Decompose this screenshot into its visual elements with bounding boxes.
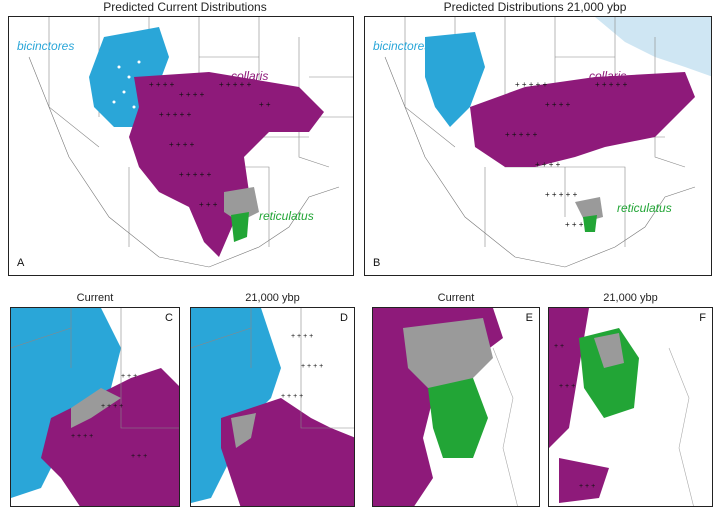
svg-text:+ + +: + + + [131,453,147,460]
label-collaris-b: collaris [589,69,627,83]
svg-text:+ + + +: + + + + [545,100,571,109]
range-reticulatus [583,215,597,232]
map-e-svg [373,308,518,506]
panel-label-b: B [373,257,381,269]
label-reticulatus-b: reticulatus [617,201,672,215]
svg-text:+ +: + + [554,343,564,350]
map-c-svg: + + + + + + + + + + + + + + [11,308,179,506]
svg-text:+ + + +: + + + + [179,90,205,99]
range-collaris [470,72,695,167]
svg-text:+ + + +: + + + + [71,433,93,440]
svg-text:+ + +: + + + [199,200,218,209]
svg-text:+ + + + +: + + + + + [515,80,548,89]
panel-label-c: C [165,312,173,324]
range-overlap [231,413,256,448]
range-reticulatus [579,328,639,418]
svg-text:+ + + + +: + + + + + [219,80,252,89]
svg-text:+ + + +: + + + + [101,403,123,410]
panel-label-a: A [17,257,25,269]
occurrence-points: + + + + + + + + + + + + + + + + + + + + + … [505,80,628,229]
map-panel-e: E [372,307,540,507]
map-d-svg: + + + + + + + + + + + + [191,308,354,506]
occurrence-points: + + + + + + + + + + + + [281,333,323,400]
panel-label-f: F [699,312,706,324]
occurrence-points: + + + + + + + + + + + + + + + + + + + + + … [149,80,271,209]
title-e: Current [437,292,475,304]
map-panel-d: + + + + + + + + + + + + D [190,307,355,507]
svg-text:+ + + + +: + + + + + [505,130,538,139]
svg-text:+ + + + +: + + + + + [545,190,578,199]
range-overlap [224,187,259,222]
range-overlap [594,333,624,368]
svg-text:+ + + +: + + + + [149,80,175,89]
map-f-svg: + + + + + + + + [549,308,694,506]
label-bicinctores-b: bicinctores [373,39,431,53]
map-panel-c: + + + + + + + + + + + + + + C [10,307,180,507]
svg-text:+ + +: + + + [565,220,584,229]
range-collaris [129,72,324,257]
title-d: 21,000 ybp [245,292,300,304]
label-bicinctores-a: bicinctores [17,39,75,53]
svg-text:+ + + +: + + + + [535,160,561,169]
svg-text:+ + + + +: + + + + + [179,170,212,179]
svg-text:+ + + + +: + + + + + [159,110,192,119]
range-bicinctores [191,308,281,503]
panel-label-e: E [525,312,533,324]
map-panel-a: + + + + + + + + + + + + + + + + + + + + + … [8,16,354,276]
range-overlap [71,388,121,428]
label-collaris-a: collaris [231,69,269,83]
svg-text:+ + + +: + + + + [281,393,303,400]
title-c: Current [76,292,114,304]
range-reticulatus [231,212,249,242]
range-overlap [403,318,493,393]
svg-text:+ + +: + + + [559,383,575,390]
svg-text:+ + + +: + + + + [291,333,313,340]
occurrence-points: + + + + + + + + + + + + + + [71,373,147,460]
ice-sheet [595,17,711,77]
occurrence-points: + + + + + + + + [554,343,595,490]
title-current: Predicted Current Distributions [103,0,267,14]
panel-label-d: D [340,312,348,324]
svg-text:+ +: + + [259,100,271,109]
map-a-svg: + + + + + + + + + + + + + + + + + + + + + … [28,17,353,268]
svg-text:+ + +: + + + [121,373,137,380]
svg-text:+ + + + +: + + + + + [595,80,628,89]
range-collaris [221,398,354,506]
svg-text:+ + + +: + + + + [169,140,195,149]
map-panel-f: + + + + + + + + F [548,307,713,507]
title-21000: Predicted Distributions 21,000 ybp [443,0,627,14]
range-bicinctores [11,308,121,498]
map-b-svg: + + + + + + + + + + + + + + + + + + + + + … [384,17,711,268]
title-f: 21,000 ybp [603,292,658,304]
range-collaris [549,308,609,503]
bicinctores-points [112,60,141,109]
label-reticulatus-a: reticulatus [259,209,314,223]
range-reticulatus [428,378,488,458]
range-collaris [41,368,179,506]
svg-text:+ + +: + + + [579,483,595,490]
svg-text:+ + + +: + + + + [301,363,323,370]
range-bicinctores [425,32,485,127]
map-panel-b: + + + + + + + + + + + + + + + + + + + + + … [364,16,712,276]
